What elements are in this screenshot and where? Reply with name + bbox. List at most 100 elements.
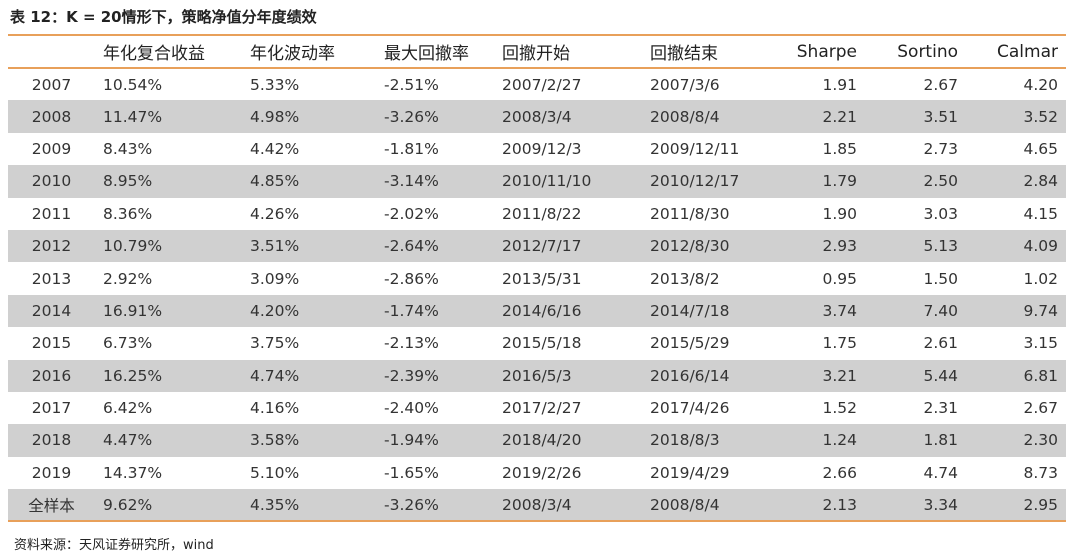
table-cell: 2012/8/30 xyxy=(650,237,730,256)
table-row: 2017 6.42% 4.16% -2.40% 2017/2/27 2017/4/26 1.… xyxy=(8,392,1066,424)
table-cell: 2013/8/2 xyxy=(650,269,720,288)
row-label: 2014 xyxy=(31,301,72,320)
table-cell: 2014/6/16 xyxy=(502,301,582,320)
table-cell: 8.36% xyxy=(103,204,153,223)
table-cell: 11.47% xyxy=(103,107,163,126)
table-cell: -2.86% xyxy=(384,269,439,288)
table-cell: 3.34 xyxy=(923,495,958,514)
table-cell: 3.74 xyxy=(822,301,857,320)
table-cell: -2.40% xyxy=(384,399,439,418)
table-cell: -2.64% xyxy=(384,237,439,256)
table-cell: 2.67 xyxy=(1023,399,1058,418)
table-cell: -3.14% xyxy=(384,172,439,191)
table-cell: 1.75 xyxy=(822,334,857,353)
table-cell: 3.51 xyxy=(923,107,958,126)
table-cell: 6.81 xyxy=(1023,366,1058,385)
table-cell: 4.85% xyxy=(250,172,300,191)
table-cell: 4.26% xyxy=(250,204,300,223)
table-cell: 2017/2/27 xyxy=(502,399,582,418)
table-cell: 2018/8/3 xyxy=(650,431,720,450)
table-cell: 1.90 xyxy=(822,204,857,223)
table-cell: -3.26% xyxy=(384,495,439,514)
table-cell: 2011/8/30 xyxy=(650,204,730,223)
table-cell: 4.35% xyxy=(250,495,300,514)
table-row: 2008 11.47% 4.98% -3.26% 2008/3/4 2008/8/4 2.2… xyxy=(8,100,1066,133)
table-cell: 5.10% xyxy=(250,463,300,482)
table-cell: 16.91% xyxy=(103,301,163,320)
table-cell: 1.02 xyxy=(1023,269,1058,288)
table-cell: 2012/7/17 xyxy=(502,237,582,256)
table-row: 2010 8.95% 4.85% -3.14% 2010/11/10 2010/12/17… xyxy=(8,165,1066,198)
table-row: 2016 16.25% 4.74% -2.39% 2016/5/3 2016/6/14 3.… xyxy=(8,359,1066,392)
table-cell: 2008/3/4 xyxy=(502,107,572,126)
table-row: 2014 16.91% 4.20% -1.74% 2014/6/16 2014/7/18 3… xyxy=(8,294,1066,328)
table-cell: 4.16% xyxy=(250,399,300,418)
table-cell: 1.81 xyxy=(923,431,958,450)
table-cell: 4.15 xyxy=(1023,204,1058,223)
table-cell: 2.66 xyxy=(822,463,857,482)
row-label: 2012 xyxy=(31,237,72,256)
table-cell: 2016/6/14 xyxy=(650,366,730,385)
table-cell: -2.51% xyxy=(384,75,439,94)
source-note: 资料来源：天风证券研究所，wind xyxy=(14,538,214,553)
row-label: 2009 xyxy=(31,139,72,158)
table-row: 2009 8.43% 4.42% -1.81% 2009/12/3 2009/12/11 1… xyxy=(8,133,1066,165)
table-row: 2018 4.47% 3.58% -1.94% 2018/4/20 2018/8/3 1.2… xyxy=(8,424,1066,457)
row-label: 2018 xyxy=(31,431,72,450)
header-cell: Sortino xyxy=(897,41,958,62)
table-cell: 1.91 xyxy=(822,75,857,94)
table-cell: 2014/7/18 xyxy=(650,301,730,320)
header-cell: 年化波动率 xyxy=(250,44,335,64)
table-cell: 5.44 xyxy=(923,366,958,385)
table-cell: -1.94% xyxy=(384,431,439,450)
table-cell: 2008/8/4 xyxy=(650,107,720,126)
table-cell: -1.74% xyxy=(384,301,439,320)
table-cell: 10.54% xyxy=(103,75,163,94)
table-cell: 1.85 xyxy=(822,139,857,158)
table-cell: 0.95 xyxy=(822,269,857,288)
table-cell: 3.03 xyxy=(923,204,958,223)
table-cell: 2.31 xyxy=(923,399,958,418)
table-cell: 1.79 xyxy=(822,172,857,191)
row-label: 全样本 xyxy=(28,496,75,515)
table-cell: 2.84 xyxy=(1023,172,1058,191)
table-cell: 9.62% xyxy=(103,495,153,514)
header-cell: Calmar xyxy=(997,41,1058,62)
header-row: 年化复合收益 年化波动率 最大回撤率 回撤开始 回撤结束 Sharpe Sortino Cal… xyxy=(8,35,1066,68)
table-cell: 2009/12/11 xyxy=(650,139,740,158)
table-cell: 14.37% xyxy=(103,463,163,482)
row-label: 2008 xyxy=(31,107,72,126)
table-title: 表 12：K = 20情形下，策略净值分年度绩效 xyxy=(10,8,317,26)
table-cell: -3.26% xyxy=(384,107,439,126)
table-cell: 4.20 xyxy=(1023,75,1058,94)
table-cell: 2.13 xyxy=(822,495,857,514)
table-row: 2012 10.79% 3.51% -2.64% 2012/7/17 2012/8/30 2… xyxy=(8,229,1066,263)
table-cell: 4.47% xyxy=(103,431,153,450)
table-cell: -2.13% xyxy=(384,334,439,353)
table-cell: 4.65 xyxy=(1023,139,1058,158)
table-cell: 2.50 xyxy=(923,172,958,191)
table-cell: 3.15 xyxy=(1023,334,1058,353)
table-cell: 2.30 xyxy=(1023,431,1058,450)
header-cell: 回撤结束 xyxy=(650,44,718,64)
table-cell: 16.25% xyxy=(103,366,163,385)
table-cell: 3.52 xyxy=(1023,107,1058,126)
table-cell: 9.74 xyxy=(1023,301,1058,320)
table-cell: 8.73 xyxy=(1023,463,1058,482)
table-cell: 2013/5/31 xyxy=(502,269,582,288)
table-cell: 2017/4/26 xyxy=(650,399,730,418)
table-cell: 4.09 xyxy=(1023,237,1058,256)
table-cell: 5.13 xyxy=(923,237,958,256)
row-label: 2016 xyxy=(31,366,72,385)
table-cell: 2.95 xyxy=(1023,495,1058,514)
table-cell: 5.33% xyxy=(250,75,300,94)
table-cell: 6.73% xyxy=(103,334,153,353)
table-cell: 2008/3/4 xyxy=(502,495,572,514)
row-label: 2015 xyxy=(31,334,72,353)
table-cell: 10.79% xyxy=(103,237,163,256)
table-cell: 3.58% xyxy=(250,431,300,450)
table-cell: 2018/4/20 xyxy=(502,431,582,450)
table-row: 2013 2.92% 3.09% -2.86% 2013/5/31 2013/8/2 0.9… xyxy=(8,262,1066,294)
table-cell: 2.92% xyxy=(103,269,153,288)
table-cell: 2019/4/29 xyxy=(650,463,730,482)
